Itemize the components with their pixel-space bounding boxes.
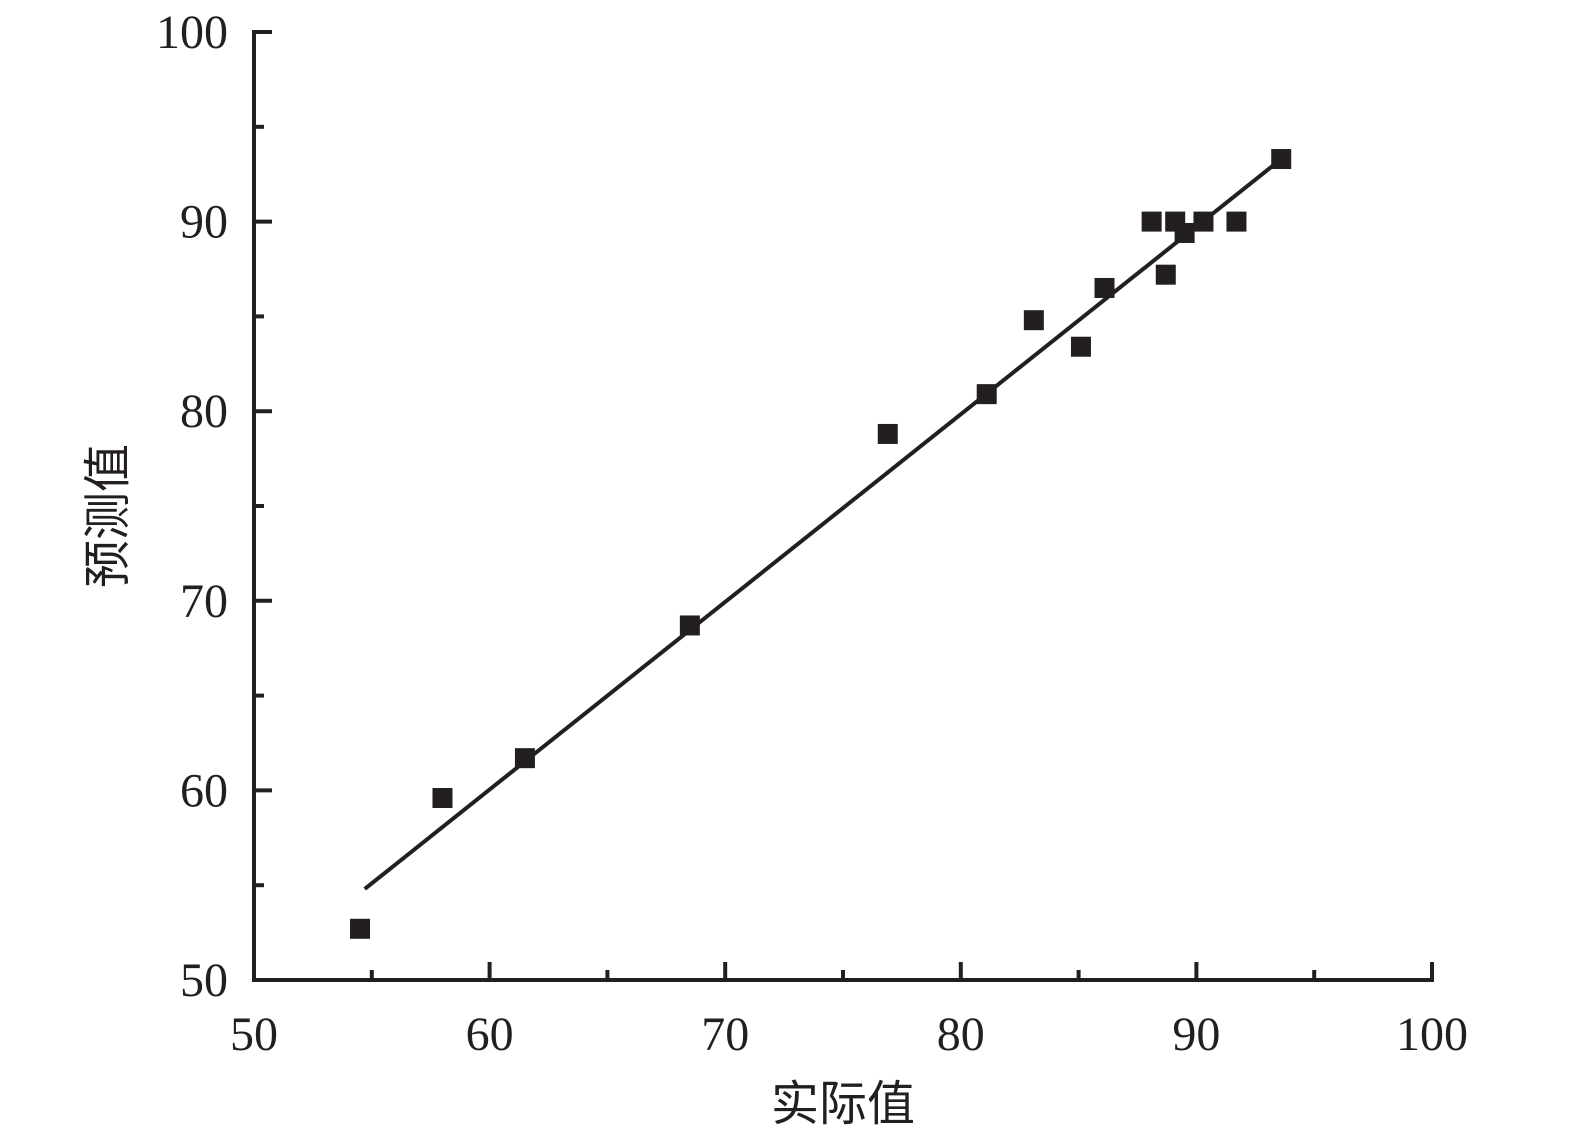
data-point <box>1174 222 1195 243</box>
y-tick-label: 50 <box>180 954 228 1007</box>
data-point <box>350 918 371 939</box>
y-tick-label: 70 <box>180 575 228 628</box>
data-point <box>877 423 898 444</box>
data-point <box>1094 277 1115 298</box>
data-point <box>1155 264 1176 285</box>
data-point <box>1070 336 1091 357</box>
y-axis-title: 预测值 <box>80 444 136 588</box>
x-tick-label: 100 <box>1396 1008 1468 1061</box>
y-tick-label: 90 <box>180 196 228 249</box>
data-point <box>976 384 997 405</box>
data-point <box>1193 211 1214 232</box>
data-point <box>1271 149 1292 170</box>
x-tick-label: 60 <box>466 1008 514 1061</box>
data-point <box>514 748 535 769</box>
fit-line-group <box>363 159 1281 891</box>
data-point <box>1226 211 1247 232</box>
data-point <box>1023 310 1044 331</box>
data-point <box>1141 211 1162 232</box>
y-tick-label: 60 <box>180 764 228 817</box>
fit-line <box>363 159 1281 891</box>
x-tick-label: 70 <box>701 1008 749 1061</box>
y-tick-label: 100 <box>156 6 228 59</box>
x-tick-label: 80 <box>937 1008 985 1061</box>
data-points <box>350 149 1292 939</box>
x-tick-label: 50 <box>230 1008 278 1061</box>
y-tick-label: 80 <box>180 385 228 438</box>
x-tick-label: 90 <box>1172 1008 1220 1061</box>
data-point <box>432 787 453 808</box>
data-point <box>679 615 700 636</box>
x-axis-title: 实际值 <box>771 1076 915 1132</box>
ticks <box>252 30 1434 982</box>
tick-labels: 50 60 70 80 90 100 50 60 70 80 90 100 <box>156 6 1468 1061</box>
